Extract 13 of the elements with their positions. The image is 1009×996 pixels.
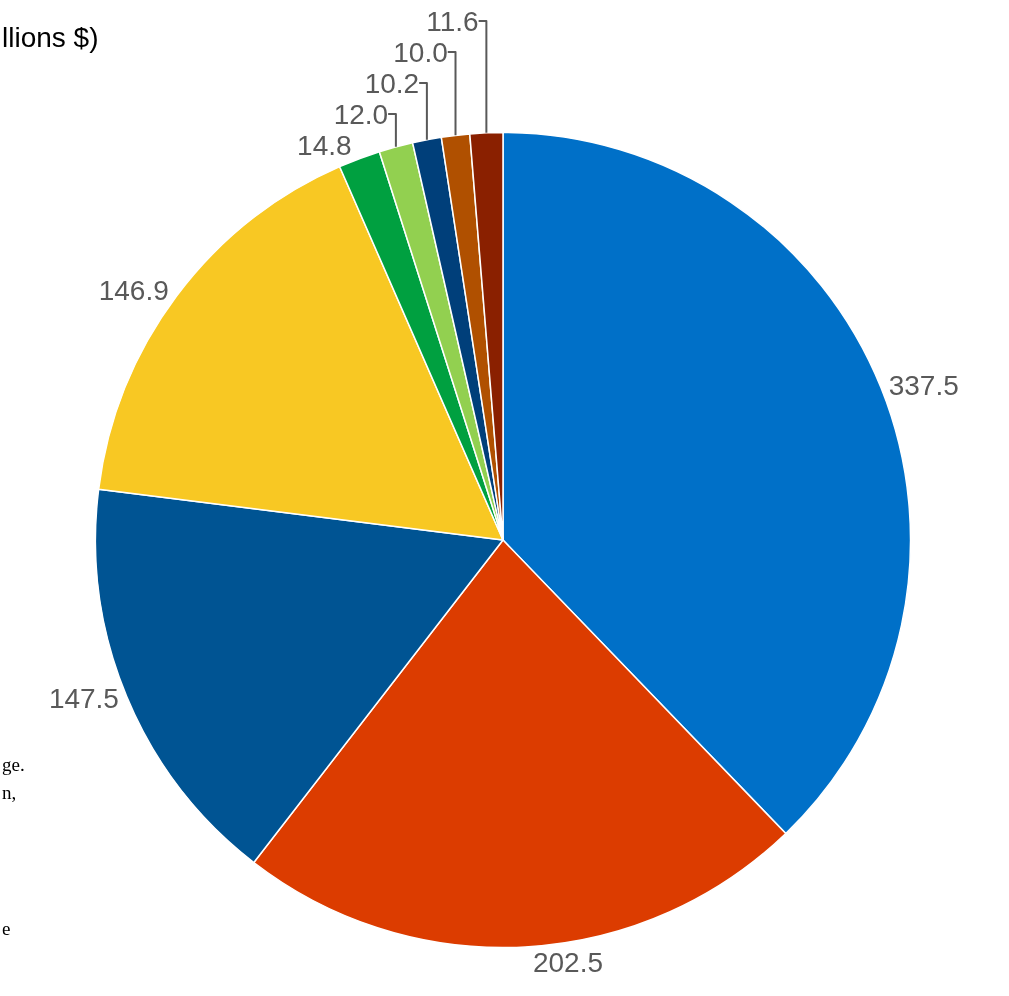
data-label: 337.5 (888, 369, 959, 401)
text: e (2, 918, 11, 939)
data-label: 202.5 (532, 946, 604, 978)
data-label: 14.8 (297, 129, 352, 161)
data-label: 11.6 (426, 5, 479, 37)
data-label: 12.0 (333, 98, 389, 130)
text: n, (2, 782, 17, 803)
data-label: 10.2 (364, 67, 420, 99)
chart-title: llions $) (2, 22, 99, 53)
data-label: 10.0 (393, 36, 448, 68)
data-label: 146.9 (98, 275, 169, 307)
text: ge. (2, 754, 25, 775)
data-label: 147.5 (48, 683, 119, 715)
